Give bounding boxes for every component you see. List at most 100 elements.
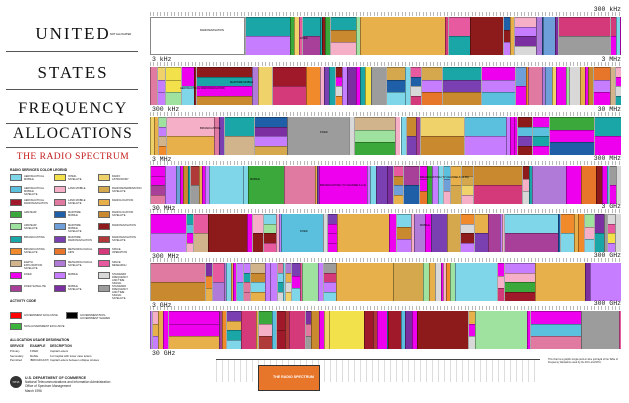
allocation-subsegment [522,166,530,180]
agency-office: Office of Spectrum Management [25,384,71,388]
allocation-subsegment [336,67,342,78]
allocation-segment [535,17,542,55]
allocation-subsegment [410,67,421,78]
allocation-subsegment [504,282,536,293]
allocation-subsegment [593,67,610,81]
allocation-subsegment [291,288,301,301]
allocation-segment [395,117,401,155]
allocation-subsegment [608,242,615,252]
allocation-subsegment [152,323,158,338]
allocation-segment [431,166,438,204]
allocation-subsegment [212,263,224,283]
band-end-label: 3 MHz [601,56,621,63]
spectrum-band [150,17,621,55]
band-service-label: BROADCASTING (TV CHANNELS 14-69) [420,176,469,179]
allocation-segment [337,214,389,252]
allocation-segment [401,311,406,349]
title-line-1: UNITED [35,24,111,43]
usage-cell: Primary [10,349,20,353]
allocation-subsegment [331,42,357,55]
legend-label: RADIOLOCATION SATELLITE [112,211,134,218]
allocation-subsegment [503,42,511,55]
allocation-subsegment [227,330,241,341]
allocation-segment [249,263,266,301]
band-service-label: RADIONAVIGATION [200,29,224,32]
allocation-segment [245,17,290,55]
allocation-subsegment [420,178,427,193]
legend-swatch [10,235,22,243]
legend-swatch [10,284,22,292]
legend-label: MARITIME RADIONAVIGATION [68,236,92,242]
allocation-segment [157,311,163,349]
allocation-subsegment [169,336,220,349]
allocation-subsegment [421,92,443,105]
legend-swatch [98,223,110,231]
allocation-segment [372,311,378,349]
allocation-subsegment [151,166,165,177]
allocation-subsegment [549,117,594,131]
allocation-segment [535,263,585,301]
allocation-subsegment [212,282,224,301]
activity-label: GOVERNMENT/NON-GOVERNMENT SHARED [80,314,111,320]
band-end-label: 300 kHz [593,6,621,13]
allocation-segment [162,311,169,349]
allocation-segment [323,214,328,252]
allocation-segment [420,67,443,105]
legend-label: FIXED SATELLITE [24,285,46,289]
legend-swatch [98,284,110,292]
legend-label: FIXED [24,272,32,276]
allocation-segment [400,117,407,155]
activity-swatch [10,323,22,330]
legend-label: AMATEUR [24,211,37,215]
legend-label: AMATEUR SATELLITE [24,223,38,230]
allocation-segment [445,263,451,301]
usage-cell: Capital Letters between oblique strokes [50,358,99,362]
allocation-segment [587,67,593,105]
allocation-subsegment [443,191,451,204]
activity-swatch [66,312,78,319]
allocation-subsegment [302,36,321,55]
allocation-subsegment [263,223,276,234]
allocation-subsegment [236,263,243,283]
allocation-segment [364,67,371,105]
legend-swatch [54,235,66,243]
allocation-segment [363,311,373,349]
legend-swatch [54,210,66,218]
allocation-subsegment [151,175,165,186]
allocation-segment [320,17,323,55]
allocation-segment [581,166,596,204]
allocation-segment [396,214,412,252]
allocation-segment [555,67,566,105]
allocation-subsegment [158,117,167,128]
allocation-segment [280,214,324,252]
allocation-subsegment [461,175,474,186]
allocation-segment [608,166,617,204]
allocation-segment [559,214,574,252]
allocation-segment [311,311,319,349]
band-service-label: BROADCASTING [200,127,221,130]
allocation-segment [521,166,530,204]
allocation-segment [375,166,387,204]
allocation-segment [189,166,199,204]
allocation-segment [322,17,325,55]
allocation-subsegment [166,92,182,105]
band-start-label: 3 MHz [152,156,172,163]
allocation-subsegment [255,126,288,137]
allocation-segment [609,67,615,105]
allocation-segment [156,67,166,105]
allocation-subsegment [615,67,621,78]
band-start-label: 30 GHz [152,350,176,357]
legend-swatch [54,260,66,268]
allocation-segment [318,311,325,349]
allocation-subsegment [263,233,276,244]
allocation-subsegment [504,291,536,301]
allocation-subsegment [518,117,532,128]
allocation-subsegment [443,79,482,94]
title-rule [6,123,138,124]
allocation-segment [565,67,570,105]
allocation-subsegment [246,36,290,55]
allocation-segment [459,214,475,252]
allocation-segment [289,311,305,349]
spectrum-band [150,166,621,204]
allocation-segment [275,311,285,349]
